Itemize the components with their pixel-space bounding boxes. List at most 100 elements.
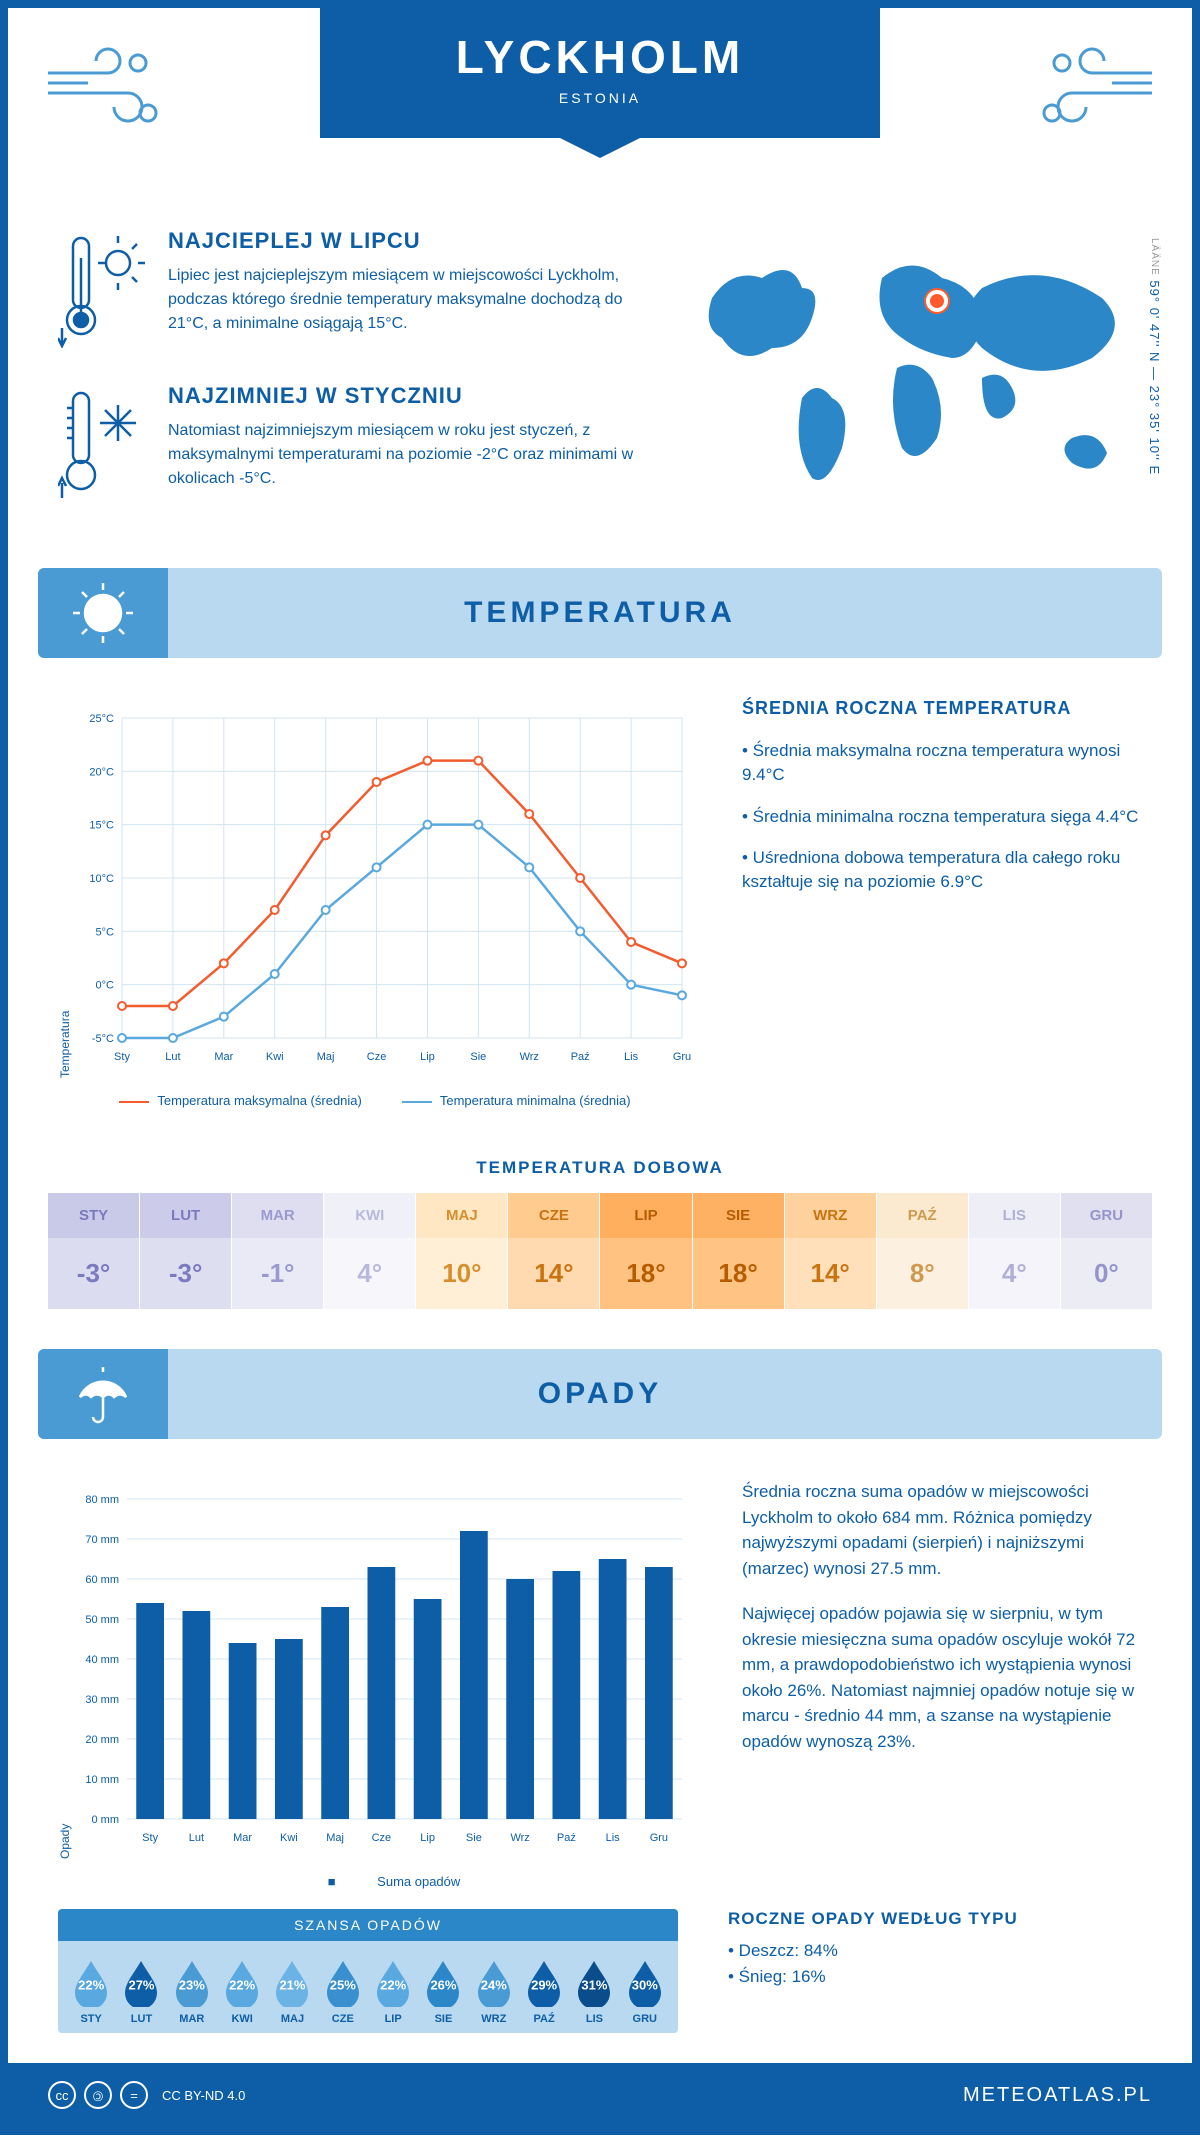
svg-text:-5°C: -5°C — [92, 1033, 114, 1045]
temp-bullet: • Uśredniona dobowa temperatura dla całe… — [742, 846, 1142, 894]
svg-text:0 mm: 0 mm — [92, 1814, 120, 1826]
rain-chance-item: 23%MAR — [167, 1957, 217, 2025]
svg-text:Maj: Maj — [326, 1832, 344, 1844]
bar-legend: ■ Suma opadów — [58, 1874, 692, 1889]
rain-chance-item: 27%LUT — [116, 1957, 166, 2025]
coldest-title: NAJZIMNIEJ W STYCZNIU — [168, 383, 642, 409]
svg-text:Lip: Lip — [420, 1832, 435, 1844]
svg-text:Wrz: Wrz — [520, 1051, 539, 1063]
svg-text:0°C: 0°C — [96, 980, 115, 992]
footer-brand: METEOATLAS.PL — [963, 2084, 1152, 2107]
location-marker — [926, 290, 948, 312]
svg-text:15°C: 15°C — [89, 820, 114, 832]
month-cell: LIS 4° — [969, 1193, 1061, 1309]
svg-text:Sie: Sie — [466, 1832, 482, 1844]
precipitation-bar-chart: Opady 0 mm10 mm20 mm30 mm40 mm50 mm60 mm… — [58, 1479, 692, 1889]
svg-text:Sty: Sty — [114, 1051, 130, 1063]
svg-text:Cze: Cze — [372, 1832, 392, 1844]
temperature-summary: ŚREDNIA ROCZNA TEMPERATURA • Średnia mak… — [742, 698, 1142, 1108]
temp-bullet: • Średnia maksymalna roczna temperatura … — [742, 739, 1142, 787]
world-map: LÄÄNE 59° 0' 47'' N — 23° 35' 10'' E — [682, 228, 1142, 538]
svg-text:70 mm: 70 mm — [85, 1534, 119, 1546]
svg-text:Lip: Lip — [420, 1051, 435, 1063]
rain-chance-item: 31%LIS — [569, 1957, 619, 2025]
svg-text:Lut: Lut — [189, 1832, 204, 1844]
svg-text:Sie: Sie — [470, 1051, 486, 1063]
intro-section: NAJCIEPLEJ W LIPCU Lipiec jest najcieple… — [8, 188, 1192, 568]
svg-text:Cze: Cze — [367, 1051, 387, 1063]
month-cell: LUT -3° — [140, 1193, 232, 1309]
svg-text:80 mm: 80 mm — [85, 1494, 119, 1506]
thermometer-sun-icon — [58, 228, 148, 353]
license-text: CC BY-ND 4.0 — [162, 2088, 245, 2103]
svg-text:25°C: 25°C — [89, 713, 114, 725]
temperature-line-chart: Temperatura -5°C0°C5°C10°C15°C20°C25°CSt… — [58, 698, 692, 1108]
svg-text:5°C: 5°C — [96, 926, 115, 938]
precip-type-item: • Śnieg: 16% — [728, 1967, 1018, 1987]
svg-text:Lis: Lis — [624, 1051, 639, 1063]
rain-chance-item: 21%MAJ — [267, 1957, 317, 2025]
rain-chance-item: 29%PAŹ — [519, 1957, 569, 2025]
svg-text:Gru: Gru — [650, 1832, 668, 1844]
rain-chance-item: 22%LIP — [368, 1957, 418, 2025]
svg-text:Paź: Paź — [571, 1051, 590, 1063]
precipitation-section-head: OPADY — [38, 1349, 1162, 1439]
month-cell: GRU 0° — [1061, 1193, 1152, 1309]
daily-temp-table: STY -3°LUT -3°MAR -1°KWI 4°MAJ 10°CZE 14… — [48, 1193, 1152, 1309]
chart-legend: Temperatura maksymalna (średnia) Tempera… — [58, 1093, 692, 1108]
svg-text:20°C: 20°C — [89, 766, 114, 778]
page-title: LYCKHOLM — [320, 30, 880, 84]
svg-text:Mar: Mar — [233, 1832, 252, 1844]
svg-text:Lut: Lut — [165, 1051, 180, 1063]
month-cell: SIE 18° — [693, 1193, 785, 1309]
svg-text:Lis: Lis — [606, 1832, 621, 1844]
rain-chance-item: 22%KWI — [217, 1957, 267, 2025]
temp-bullet: • Średnia minimalna roczna temperatura s… — [742, 805, 1142, 829]
svg-text:10 mm: 10 mm — [85, 1774, 119, 1786]
sun-icon — [38, 568, 168, 658]
coordinates: LÄÄNE 59° 0' 47'' N — 23° 35' 10'' E — [1147, 238, 1162, 475]
month-cell: STY -3° — [48, 1193, 140, 1309]
svg-text:50 mm: 50 mm — [85, 1614, 119, 1626]
rain-chance-item: 24%WRZ — [469, 1957, 519, 2025]
warmest-text: Lipiec jest najcieplejszym miesiącem w m… — [168, 264, 642, 336]
daily-temp-title: TEMPERATURA DOBOWA — [8, 1158, 1192, 1178]
header: LYCKHOLM ESTONIA — [8, 8, 1192, 188]
title-banner: LYCKHOLM ESTONIA — [320, 8, 880, 138]
page-subtitle: ESTONIA — [320, 90, 880, 106]
coldest-text: Natomiast najzimniejszym miesiącem w rok… — [168, 419, 642, 491]
temperature-section-head: TEMPERATURA — [38, 568, 1162, 658]
month-cell: KWI 4° — [324, 1193, 416, 1309]
rain-chance-item: 26%SIE — [418, 1957, 468, 2025]
svg-text:Mar: Mar — [214, 1051, 233, 1063]
month-cell: WRZ 14° — [785, 1193, 877, 1309]
umbrella-icon — [38, 1349, 168, 1439]
month-cell: PAŹ 8° — [877, 1193, 969, 1309]
month-cell: LIP 18° — [600, 1193, 692, 1309]
thermometer-snow-icon — [58, 383, 148, 508]
svg-text:Sty: Sty — [142, 1832, 158, 1844]
rain-chance-item: 25%CZE — [318, 1957, 368, 2025]
precip-type-item: • Deszcz: 84% — [728, 1941, 1018, 1961]
footer: cc🄯= CC BY-ND 4.0 METEOATLAS.PL — [8, 2063, 1192, 2127]
svg-text:20 mm: 20 mm — [85, 1734, 119, 1746]
svg-text:60 mm: 60 mm — [85, 1574, 119, 1586]
svg-text:Kwi: Kwi — [280, 1832, 298, 1844]
precipitation-type: ROCZNE OPADY WEDŁUG TYPU • Deszcz: 84%• … — [728, 1909, 1018, 2033]
svg-text:Paź: Paź — [557, 1832, 576, 1844]
warmest-title: NAJCIEPLEJ W LIPCU — [168, 228, 642, 254]
rain-chance-panel: SZANSA OPADÓW 22%STY27%LUT23%MAR22%KWI21… — [58, 1909, 678, 2033]
month-cell: CZE 14° — [508, 1193, 600, 1309]
coldest-block: NAJZIMNIEJ W STYCZNIU Natomiast najzimni… — [58, 383, 642, 508]
wind-icon — [38, 38, 178, 138]
rain-chance-item: 30%GRU — [620, 1957, 670, 2025]
svg-text:30 mm: 30 mm — [85, 1694, 119, 1706]
rain-chance-item: 22%STY — [66, 1957, 116, 2025]
svg-text:Gru: Gru — [673, 1051, 691, 1063]
svg-text:Wrz: Wrz — [510, 1832, 529, 1844]
svg-text:Maj: Maj — [317, 1051, 335, 1063]
precipitation-summary: Średnia roczna suma opadów w miejscowośc… — [742, 1479, 1142, 1889]
warmest-block: NAJCIEPLEJ W LIPCU Lipiec jest najcieple… — [58, 228, 642, 353]
month-cell: MAR -1° — [232, 1193, 324, 1309]
month-cell: MAJ 10° — [416, 1193, 508, 1309]
